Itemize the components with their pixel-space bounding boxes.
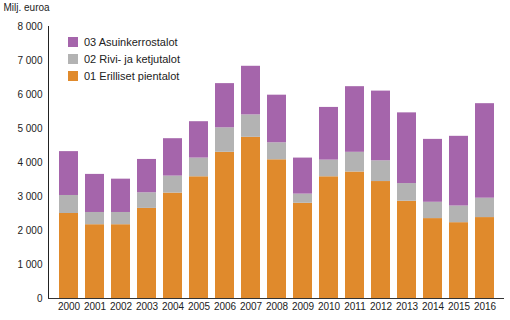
svg-text:2008: 2008 [266, 301, 289, 312]
html-text:01 Erilliset pientalot: 01 Erilliset pientalot [84, 70, 180, 82]
svg-text:2004: 2004 [162, 301, 185, 312]
svg-text:2012: 2012 [370, 301, 393, 312]
svg-text:2001: 2001 [84, 301, 107, 312]
svg-text:2005: 2005 [188, 301, 211, 312]
svg-text:2007: 2007 [240, 301, 263, 312]
svg-text:4 000: 4 000 [17, 157, 42, 168]
svg-text:7 000: 7 000 [17, 55, 42, 66]
svg-text:2 000: 2 000 [17, 225, 42, 236]
svg-text:1 000: 1 000 [17, 259, 42, 270]
svg-text:8 000: 8 000 [17, 21, 42, 32]
svg-text:3 000: 3 000 [17, 191, 42, 202]
svg-text:2015: 2015 [448, 301, 471, 312]
svg-text:Milj. euroa: Milj. euroa [4, 2, 51, 13]
svg-text:2014: 2014 [422, 301, 445, 312]
svg-text:2009: 2009 [292, 301, 315, 312]
svg-text:2010: 2010 [318, 301, 341, 312]
svg-text:0: 0 [37, 293, 43, 304]
html-text:02 Rivi- ja ketjutalot: 02 Rivi- ja ketjutalot [84, 53, 180, 65]
svg-text:5 000: 5 000 [17, 123, 42, 134]
svg-text:2013: 2013 [396, 301, 419, 312]
svg-text:2003: 2003 [136, 301, 159, 312]
html-text:03 Asuinkerrostalot: 03 Asuinkerrostalot [84, 36, 178, 48]
svg-text:6 000: 6 000 [17, 89, 42, 100]
svg-text:2000: 2000 [58, 301, 81, 312]
svg-text:2011: 2011 [344, 301, 366, 312]
svg-text:2002: 2002 [110, 301, 133, 312]
svg-text:2006: 2006 [214, 301, 237, 312]
svg-text:2016: 2016 [474, 301, 497, 312]
